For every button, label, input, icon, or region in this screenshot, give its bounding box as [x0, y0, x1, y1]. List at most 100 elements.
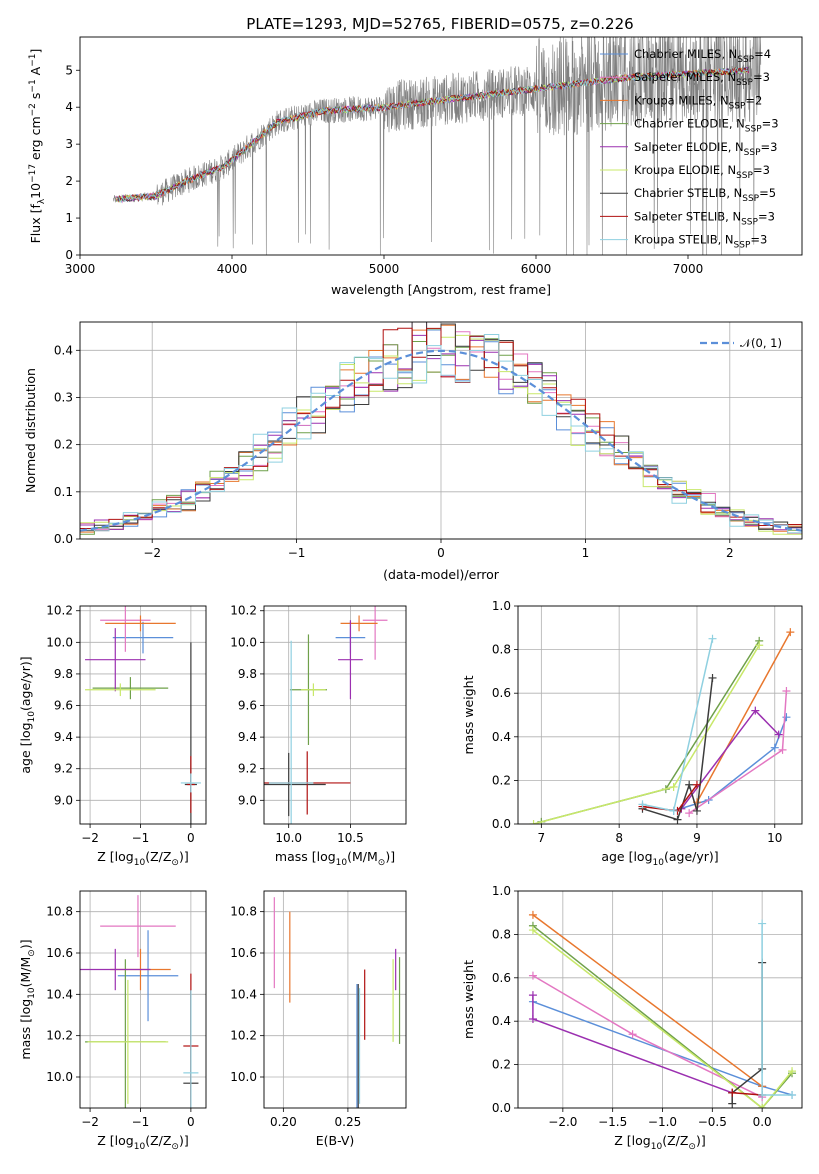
weight-marker — [528, 926, 537, 935]
age-vs-metallicity-axes: −2 −1 09.09.29.49.69.810.010.2Z [log10(Z/Z… — [18, 604, 207, 868]
y-tick-label: 9.6 — [54, 699, 73, 713]
legend-label: Chabrier STELIB, NSSP=5 — [634, 186, 776, 204]
weight-marker — [528, 971, 537, 980]
x-axis-label-part: 10 — [653, 858, 665, 868]
y-axis-label-part: 10 — [28, 183, 43, 199]
y-tick-label: 10.8 — [46, 905, 73, 919]
legend-label-part: Kroupa ELODIE, N — [634, 163, 736, 177]
weight-marker — [774, 730, 783, 739]
x-tick-label: −0.5 — [698, 1115, 727, 1129]
weight-marker — [728, 1099, 737, 1108]
legend-label-part: =3 — [753, 163, 770, 177]
legend-label-part: Salpeter STELIB, N — [634, 209, 741, 223]
x-tick-label: 10.5 — [337, 831, 364, 845]
mass-vs-ebv-axes-marks — [273, 897, 401, 1108]
y-tick-label: 1 — [65, 211, 73, 225]
x-tick-label: 2 — [726, 546, 734, 560]
y-tick-label: 0.4 — [54, 343, 73, 357]
y-tick-label: 9.4 — [54, 730, 73, 744]
x-axis-label-part: (M/M — [347, 849, 378, 864]
weight-marker — [788, 1090, 797, 1099]
weight-series-line — [642, 638, 714, 812]
x-axis-label-part: 10 — [336, 858, 348, 868]
weight-marker — [770, 743, 779, 752]
y-axis-label-part: 10 — [27, 987, 37, 999]
legend-label-part: =2 — [745, 93, 762, 107]
y-tick-label: 0.2 — [492, 773, 511, 787]
x-tick-label: −1 — [132, 1115, 150, 1129]
y-tick-label: 9.2 — [54, 762, 73, 776]
histogram-axes-marks — [80, 322, 802, 535]
y-axis-label-part: A — [28, 66, 43, 79]
x-tick-label: 7000 — [673, 262, 704, 276]
x-tick-label: 0 — [187, 831, 195, 845]
x-axis-label: Z [log10(Z/Z⊙)] — [97, 849, 188, 868]
y-axis-label-part: −1 — [28, 79, 38, 92]
x-tick-label: 0.20 — [270, 1115, 297, 1129]
y-axis-label-part: age [log — [18, 722, 33, 773]
x-axis-label-part: ⊙ — [688, 1142, 696, 1152]
y-tick-label: 9.4 — [238, 730, 257, 744]
legend-label-part: SSP — [745, 125, 762, 135]
x-tick-label: −1.0 — [648, 1115, 677, 1129]
mass-weight-vs-metallicity-axes: −2.0 −1.5 −1.0 −0.5 0.0 0.0 0.2 0.4 0.6 0.8 1.0 Z [… — [461, 884, 803, 1152]
weight-series-line — [680, 709, 780, 810]
weight-series-line — [532, 925, 793, 1108]
legend-label: Salpeter MILES, NSSP=3 — [634, 70, 770, 88]
x-axis-label: (data-model)/error — [383, 567, 500, 582]
x-tick-label: −2.0 — [548, 1115, 577, 1129]
x-tick-label: −1 — [288, 546, 306, 560]
legend-label: Kroupa STELIB, NSSP=3 — [634, 233, 767, 251]
figure-title: PLATE=1293, MJD=52765, FIBERID=0575, z=0… — [246, 15, 633, 33]
spectrum-axes-frame — [79, 36, 803, 256]
legend-label-part: Salpeter ELODIE, N — [634, 140, 744, 154]
legend-label-part: SSP — [729, 101, 746, 111]
x-tick-label: 9 — [693, 831, 701, 845]
legend-label: Chabrier MILES, NSSP=4 — [634, 47, 771, 65]
legend-label-part: Salpeter MILES, N — [634, 70, 736, 84]
model-spectrum — [116, 67, 750, 202]
y-tick-label: 4 — [65, 100, 73, 114]
y-axis-label-part: (age/yr)] — [18, 656, 33, 711]
age-vs-mass-axes-marks — [264, 606, 388, 824]
legend-label-part: Chabrier MILES, N — [634, 47, 737, 61]
legend-label: Chabrier ELODIE, NSSP=3 — [634, 117, 779, 135]
weight-marker — [728, 1088, 737, 1097]
y-tick-label: 0.1 — [54, 485, 73, 499]
weight-marker — [528, 991, 537, 1000]
legend-label-part: Kroupa MILES, N — [634, 93, 729, 107]
weight-series-line — [532, 929, 793, 1108]
y-tick-label: 0.6 — [492, 971, 511, 985]
x-axis-label-part: 10 — [134, 858, 146, 868]
y-tick-label: 10.0 — [230, 1070, 257, 1084]
weight-marker — [685, 809, 694, 818]
y-tick-label: 9.8 — [54, 667, 73, 681]
weight-series-line — [532, 974, 763, 1098]
y-axis-label-part: erg cm — [28, 116, 43, 164]
weight-series-line — [673, 716, 788, 812]
model-spectrum — [118, 67, 749, 203]
weight-series-line — [533, 644, 760, 824]
y-tick-label: 10.4 — [230, 987, 257, 1001]
mass-weight-vs-age-axes-marks — [529, 628, 795, 824]
weight-marker — [782, 713, 791, 722]
x-axis-label-part: mass [log — [275, 849, 336, 864]
legend-label-part: SSP — [734, 241, 751, 251]
mass-weight-vs-metallicity-axes-marks — [528, 910, 797, 1108]
x-axis-label-part: age [log — [601, 849, 652, 864]
legend-label-part: =3 — [750, 233, 767, 247]
y-axis-label: mass [log10(M/M⊙)] — [18, 939, 37, 1059]
legend-label-part: SSP — [736, 171, 753, 181]
x-tick-label: 0.0 — [753, 1115, 772, 1129]
weight-marker — [528, 910, 537, 919]
weight-marker — [692, 806, 701, 815]
y-tick-label: 0.8 — [492, 927, 511, 941]
x-axis-label-part: (Z/Z — [145, 1133, 171, 1148]
x-axis-label-part: Z [log — [614, 1133, 650, 1148]
gaussian-curve — [80, 349, 802, 532]
y-tick-label: 10.2 — [230, 604, 257, 618]
mass-vs-ebv-axes-frame — [263, 890, 407, 1109]
weight-marker — [782, 687, 791, 696]
y-axis-label: Normed distribution — [23, 368, 38, 493]
y-tick-label: 0 — [65, 248, 73, 262]
